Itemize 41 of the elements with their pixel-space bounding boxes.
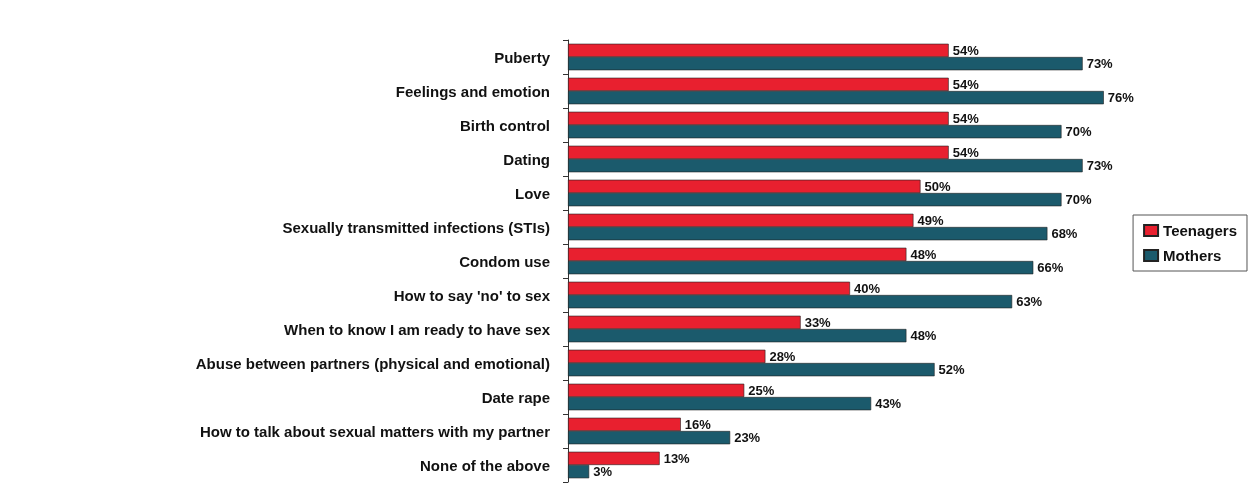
data-label: 52% (938, 362, 966, 378)
data-label: 48% (910, 328, 937, 344)
legend-label: Mothers (1163, 247, 1222, 264)
y-tick-label: Sexually transmitted infections (STIs) (282, 218, 550, 236)
y-tick-label: How to say 'no' to sex (393, 286, 551, 304)
y-tick-label: None of the above (419, 456, 550, 474)
data-label: 40% (854, 280, 881, 296)
data-label: 43% (875, 396, 902, 412)
data-label: 54% (952, 76, 980, 92)
data-label: 73% (1086, 158, 1114, 174)
data-label: 68% (1051, 226, 1078, 242)
y-tick-label: How to talk about sexual matters with my partner (199, 422, 551, 440)
y-tick-label: Feelings and emotion (395, 82, 550, 100)
y-tick-label: Birth control (460, 116, 550, 134)
data-label: 48% (910, 246, 937, 262)
y-tick-label: Puberty (494, 48, 551, 66)
data-label: 13% (663, 450, 691, 466)
y-tick-label: Abuse between partners (physical and emotional) (195, 354, 550, 372)
y-tick-label: Condom use (459, 252, 550, 270)
y-tick-label: Love (514, 184, 550, 202)
data-label: 54% (952, 144, 980, 160)
data-label: 23% (734, 430, 761, 446)
data-label: 33% (804, 314, 832, 330)
data-label: 73% (1086, 56, 1114, 72)
data-label: 3% (593, 464, 613, 480)
data-label: 50% (924, 178, 951, 194)
y-tick-label: When to know I am ready to have sex (284, 320, 551, 338)
y-tick-label: Date rape (481, 388, 550, 406)
data-label: 63% (1016, 294, 1043, 310)
data-label: 54% (952, 110, 980, 126)
data-label: 70% (1065, 192, 1092, 208)
data-label: 25% (748, 382, 775, 398)
data-label: 66% (1037, 260, 1064, 276)
data-label: 49% (917, 212, 944, 228)
data-label: 28% (769, 348, 796, 364)
data-label: 76% (1107, 90, 1135, 106)
data-label: 54% (952, 42, 980, 58)
data-label: 16% (684, 416, 712, 432)
legend-label: Teenagers (1163, 222, 1238, 239)
data-label: 70% (1065, 124, 1092, 140)
y-tick-label: Dating (503, 150, 550, 168)
